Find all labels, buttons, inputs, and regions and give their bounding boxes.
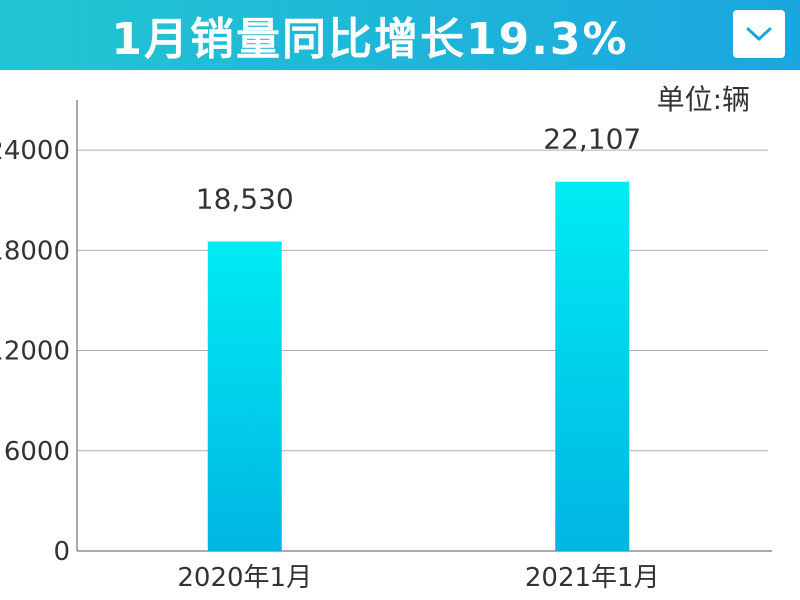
y-tick-label: 6000 xyxy=(4,437,70,467)
grid-lines xyxy=(77,149,768,452)
y-tick-label: 24000 xyxy=(0,136,70,166)
dropdown-button[interactable] xyxy=(733,10,785,58)
unit-label: 单位:辆 xyxy=(656,83,750,116)
chevron-down-icon xyxy=(746,27,772,41)
header-bar: 1月销量同比增长19.3% xyxy=(0,0,800,70)
bars xyxy=(207,181,630,552)
y-tick-label: 12000 xyxy=(0,337,70,367)
x-tick-label: 2021年1月 xyxy=(525,563,660,593)
bar xyxy=(555,181,630,552)
labels: 0 6000 12000 18000 24000 18,530 2020年1月 22,107 2… xyxy=(0,123,660,593)
y-tick-label: 0 xyxy=(53,537,70,567)
page-title: 1月销量同比增长19.3% xyxy=(111,14,629,65)
bar xyxy=(207,241,282,551)
x-tick-label: 2020年1月 xyxy=(177,563,312,593)
bar-value-label: 18,530 xyxy=(196,182,294,215)
axes xyxy=(76,100,772,552)
bar-value-label: 22,107 xyxy=(543,123,641,156)
y-tick-label: 18000 xyxy=(0,236,70,266)
